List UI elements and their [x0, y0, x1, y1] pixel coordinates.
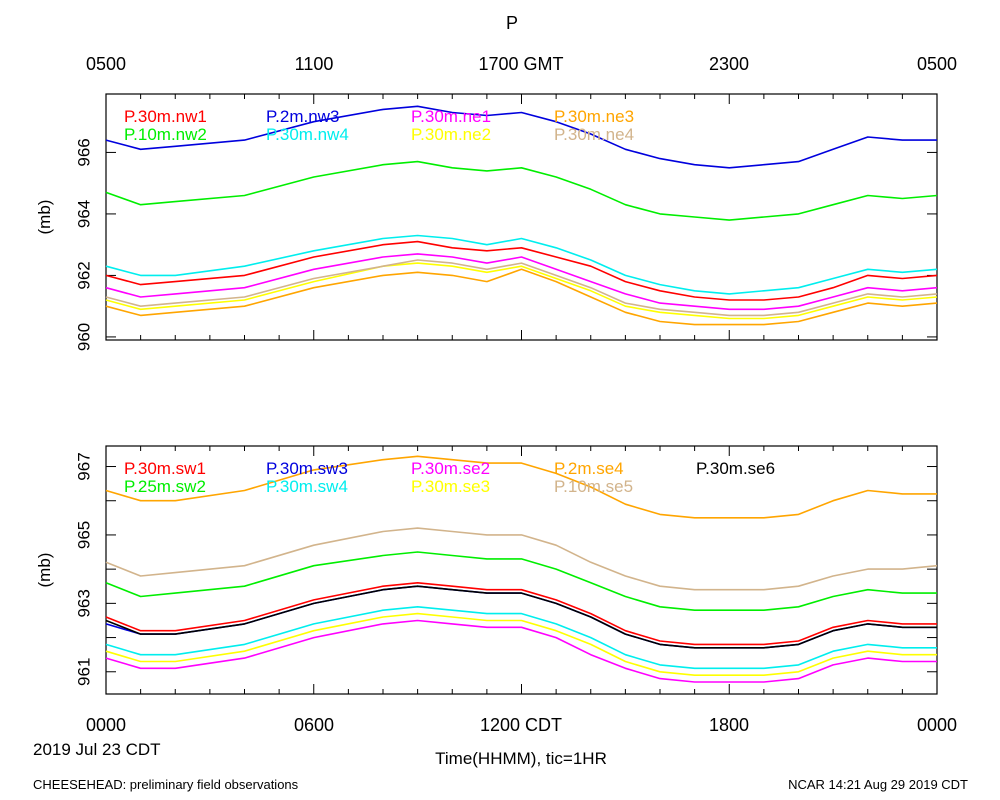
y-tick-label: 967	[75, 452, 94, 480]
series-line-P-2m-nw3	[105, 105, 937, 169]
top-axis-tick-label: 1100	[295, 54, 334, 74]
bottom-axis-tick-label: 0600	[294, 715, 334, 735]
y-tick-label: 962	[75, 261, 94, 289]
series-line-P-2m-se4	[105, 455, 937, 519]
top-panel-series	[105, 105, 938, 326]
bottom-panel-series	[105, 455, 938, 683]
series-line-P-30m-ne1	[105, 253, 938, 311]
legend-entry: P.30m.se2	[411, 459, 490, 478]
series-line-P-30m-sw1	[105, 581, 937, 646]
series-line-P-10m-se5	[105, 527, 938, 591]
legend-entry: P.30m.sw1	[124, 459, 206, 478]
bottom-panel-frame	[105, 445, 938, 695]
series-line-P-30m-nw4	[105, 234, 938, 295]
top-axis-tick-label: 0500	[86, 54, 126, 74]
legend-entry: P.30m.se6	[696, 459, 775, 478]
series-line-P-30m-se6	[105, 585, 937, 649]
bottom-panel-ylabel: (mb)	[35, 553, 54, 588]
figure-title: P	[506, 13, 518, 33]
legend-entry: P.30m.ne1	[411, 107, 491, 126]
y-tick-label: 961	[75, 658, 94, 686]
legend-entry: P.30m.sw4	[266, 477, 348, 496]
top-panel-ylabel: (mb)	[35, 200, 54, 235]
top-panel-ytick-labels: 960 962 964 966	[75, 138, 94, 351]
top-panel-ticks	[105, 94, 938, 340]
bottom-axis-tick-label: 1800	[709, 715, 749, 735]
bottom-axis-tick-label: 1200 CDT	[480, 715, 562, 735]
top-axis-tick-label: 1700 GMT	[478, 54, 563, 74]
legend-entry: P.2m.se4	[554, 459, 624, 478]
series-line-P-30m-ne2	[105, 262, 938, 320]
y-tick-label: 960	[75, 323, 94, 351]
legend-entry: P.30m.ne4	[554, 125, 634, 144]
x-axis-label: Time(HHMM), tic=1HR	[435, 749, 607, 768]
legend-entry: P.10m.se5	[554, 477, 633, 496]
bottom-axis-labels: 0000 0600 1200 CDT 1800 0000	[86, 715, 957, 735]
y-tick-label: 963	[75, 589, 94, 617]
legend-entry: P.2m.nw3	[266, 107, 339, 126]
bottom-panel-ytick-labels: 961 963 965 967	[75, 452, 94, 686]
series-line-P-10m-nw2	[105, 160, 938, 221]
legend-entry: P.30m.ne3	[554, 107, 634, 126]
bottom-axis-tick-label: 0000	[86, 715, 126, 735]
legend-entry: P.30m.ne2	[411, 125, 491, 144]
series-line-P-30m-nw1	[105, 240, 938, 301]
bottom-panel-ticks	[105, 446, 938, 694]
series-line-P-30m-se3	[105, 612, 937, 677]
legend-entry: P.30m.sw3	[266, 459, 348, 478]
legend-entry: P.30m.nw4	[266, 125, 349, 144]
top-axis-tick-label: 2300	[709, 54, 749, 74]
series-line-P-30m-ne3	[105, 268, 938, 326]
footer-right: NCAR 14:21 Aug 29 2019 CDT	[788, 777, 968, 792]
top-axis-tick-label: 0500	[917, 54, 957, 74]
series-line-P-30m-ne4	[105, 259, 938, 317]
series-line-P-30m-sw4	[105, 605, 937, 670]
y-tick-label: 966	[75, 138, 94, 166]
y-tick-label: 965	[75, 521, 94, 549]
legend-entry: P.30m.se3	[411, 477, 490, 496]
series-line-P-25m-sw2	[105, 551, 937, 612]
legend-entry: P.30m.nw1	[124, 107, 207, 126]
top-axis-labels: 0500 1100 1700 GMT 2300 0500	[86, 54, 957, 74]
series-line-P-30m-se2	[105, 619, 937, 683]
legend-entry: P.25m.sw2	[124, 477, 206, 496]
y-tick-label: 964	[75, 200, 94, 228]
bottom-axis-tick-label: 0000	[917, 715, 957, 735]
date-label: 2019 Jul 23 CDT	[33, 740, 161, 759]
footer-left: CHEESEHEAD: preliminary field observatio…	[33, 777, 299, 792]
legend-entry: P.10m.nw2	[124, 125, 207, 144]
